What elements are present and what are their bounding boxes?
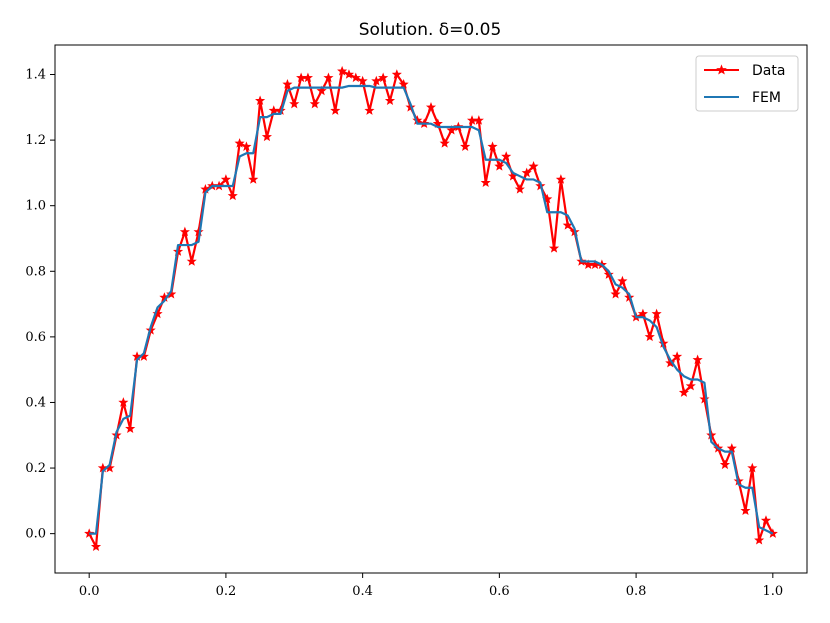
data-point bbox=[637, 308, 648, 319]
y-axis: 0.0 0.2 0.4 0.6 0.8 1.0 1.2 1.4 bbox=[25, 68, 55, 542]
data-point bbox=[118, 397, 129, 407]
y-tick-label: 0.6 bbox=[25, 330, 46, 345]
data-point bbox=[514, 183, 525, 194]
data-series-line bbox=[88, 70, 774, 548]
x-tick-label: 0.0 bbox=[79, 584, 100, 599]
data-point bbox=[480, 177, 491, 188]
x-tick-label: 1.0 bbox=[762, 584, 783, 599]
data-point bbox=[289, 98, 300, 109]
data-point bbox=[760, 515, 772, 525]
data-point bbox=[528, 161, 539, 171]
data-point bbox=[227, 190, 238, 201]
data-point bbox=[186, 256, 197, 266]
x-tick-label: 0.4 bbox=[352, 584, 373, 599]
data-point bbox=[296, 72, 307, 83]
data-point bbox=[665, 357, 676, 368]
data-point bbox=[610, 288, 621, 299]
data-point bbox=[90, 541, 102, 552]
data-point bbox=[644, 331, 655, 342]
data-point bbox=[651, 308, 662, 319]
data-point bbox=[378, 72, 389, 83]
data-point bbox=[343, 69, 355, 79]
data-point bbox=[672, 351, 683, 361]
data-point bbox=[460, 141, 471, 151]
data-point bbox=[193, 226, 204, 237]
data-point bbox=[309, 98, 320, 109]
y-tick-label: 0.0 bbox=[25, 527, 46, 542]
data-point bbox=[330, 105, 341, 115]
data-point bbox=[364, 105, 375, 115]
y-tick-label: 1.2 bbox=[25, 133, 46, 148]
fem-series-line bbox=[89, 84, 774, 535]
data-point bbox=[562, 220, 573, 230]
y-tick-label: 0.8 bbox=[25, 264, 46, 279]
data-point bbox=[125, 423, 136, 434]
data-point bbox=[179, 226, 190, 237]
data-point bbox=[316, 85, 327, 96]
data-point bbox=[241, 141, 252, 151]
data-point bbox=[685, 380, 696, 391]
data-point bbox=[494, 161, 505, 171]
data-point bbox=[439, 138, 450, 148]
data-point bbox=[740, 505, 751, 515]
data-point bbox=[234, 138, 245, 148]
data-point bbox=[398, 79, 409, 89]
data-point bbox=[357, 75, 368, 86]
data-point bbox=[747, 462, 758, 473]
data-point bbox=[501, 151, 512, 161]
legend: Data FEM bbox=[695, 55, 799, 112]
y-tick-label: 0.2 bbox=[25, 461, 46, 476]
data-point bbox=[617, 275, 628, 286]
y-tick-label: 1.4 bbox=[25, 68, 46, 83]
data-point bbox=[302, 72, 313, 83]
legend-data-marker bbox=[716, 64, 727, 75]
data-point bbox=[350, 72, 361, 83]
data-point bbox=[391, 69, 402, 79]
data-point bbox=[699, 393, 710, 404]
x-tick-label: 0.6 bbox=[489, 584, 510, 599]
data-point bbox=[248, 174, 259, 184]
data-point bbox=[220, 174, 231, 184]
data-point bbox=[446, 124, 457, 135]
data-point bbox=[555, 174, 566, 184]
data-point bbox=[754, 534, 765, 545]
data-point bbox=[425, 102, 437, 112]
legend-fem-label: FEM bbox=[752, 90, 781, 106]
x-axis: 0.0 0.2 0.4 0.6 0.8 1.0 bbox=[79, 573, 783, 599]
data-point bbox=[466, 115, 478, 125]
data-point bbox=[371, 75, 382, 86]
data-point bbox=[282, 79, 293, 89]
y-tick-label: 1.0 bbox=[25, 199, 46, 214]
chart-title: Solution. δ=0.05 bbox=[359, 20, 502, 40]
data-point bbox=[521, 167, 532, 178]
data-point bbox=[261, 131, 272, 142]
data-point bbox=[166, 288, 177, 299]
data-point bbox=[152, 308, 163, 319]
plot-series bbox=[84, 65, 778, 552]
data-point bbox=[549, 243, 560, 253]
data-point bbox=[432, 118, 443, 129]
data-point bbox=[473, 115, 484, 125]
data-point bbox=[487, 141, 498, 151]
data-point bbox=[337, 65, 348, 76]
data-point bbox=[384, 95, 396, 106]
data-point bbox=[323, 72, 334, 83]
data-point bbox=[678, 387, 689, 397]
y-tick-label: 0.4 bbox=[25, 395, 46, 410]
legend-data-label: Data bbox=[752, 63, 785, 79]
data-point bbox=[603, 269, 614, 279]
x-tick-label: 0.2 bbox=[216, 584, 237, 599]
data-point bbox=[726, 443, 737, 453]
data-point bbox=[692, 354, 703, 365]
x-tick-label: 0.8 bbox=[626, 584, 647, 599]
plot-frame bbox=[54, 44, 808, 574]
data-point bbox=[719, 459, 731, 470]
data-point bbox=[255, 95, 266, 106]
